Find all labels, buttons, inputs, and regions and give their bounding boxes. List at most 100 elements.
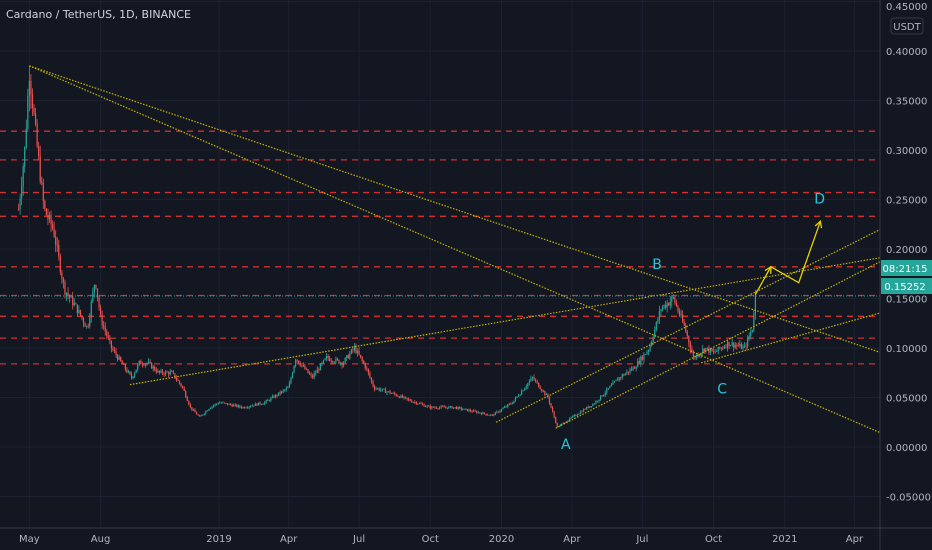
candle-body [626,371,628,374]
candle [383,388,385,390]
candle [84,322,86,327]
candle-body [753,314,755,330]
candle [291,371,294,379]
candle [143,362,145,367]
candle-body [590,406,592,407]
candle-body [657,319,659,322]
time-tick-label: 2019 [206,534,231,545]
candle [51,220,54,231]
candle-body [134,372,136,377]
candle [98,295,100,311]
candle [542,389,544,393]
candle [22,162,24,196]
candle [202,414,204,416]
candle-body [457,407,459,409]
candle-body [58,244,60,257]
candle-body [584,409,586,411]
candle [130,371,133,380]
candle-body [522,390,524,392]
candle-body [414,402,416,403]
candle-body [496,411,498,413]
candle-body [664,304,667,308]
candle-body [180,383,182,387]
candle-body [239,405,241,407]
candle [415,401,417,405]
candle [310,372,312,379]
candle [655,321,657,332]
candle [304,363,306,370]
candle [719,346,721,350]
candle [434,406,436,409]
candle-body [161,370,164,374]
candle-body [606,388,608,393]
candle [482,411,484,415]
candle [195,411,198,415]
candle-body [217,403,219,405]
candle-body [253,405,255,407]
candle-body [344,357,346,363]
candle-body [260,404,263,405]
candle [120,356,122,362]
candle [663,304,665,310]
candle-body [620,377,622,379]
candle [327,354,329,362]
candle [593,402,595,405]
candle-body [604,392,606,395]
candle-body [473,410,475,412]
candle-body [104,326,106,332]
candle [474,409,476,412]
candle [295,358,297,368]
candle-body [284,389,286,391]
candle-body [177,379,179,381]
candle [485,413,487,416]
candle-body [84,323,86,327]
candle-body [499,410,501,413]
candle [613,380,616,383]
candle-body [55,236,57,245]
candle [539,384,541,390]
currency-badge [890,17,924,35]
candle [239,404,241,409]
candle [296,359,298,364]
candle [491,413,493,417]
candle [141,361,143,368]
candle-body [256,403,258,406]
candle-body [448,406,450,409]
candle-body [336,358,339,360]
candle [339,361,342,366]
candle [448,405,450,409]
candle [381,388,383,392]
candle-body [513,400,515,404]
candle [682,310,684,324]
candle-body [437,408,439,410]
candle-body [81,315,83,319]
candle-body [638,361,640,364]
candle-body [465,408,467,410]
candle [403,395,405,400]
candle-body [654,329,656,338]
last-price-badge [881,278,932,295]
candle-body [254,403,256,406]
candle [473,409,475,412]
candle-body [259,402,261,405]
candle-body [438,407,441,409]
candle [637,358,639,368]
candle-body [610,384,613,387]
candle-body [392,392,394,394]
candle-body [643,354,645,360]
candle-body [415,402,417,404]
candle [603,394,605,397]
candle-body [352,349,354,351]
candle [620,376,622,381]
candle-body [164,371,167,375]
candle-body [295,359,297,366]
candle-body [417,403,419,405]
candle [234,403,236,407]
candle [197,413,199,416]
candle [137,363,139,372]
candle [677,304,679,314]
candle [654,326,656,339]
candle [674,296,676,305]
candle [688,335,690,347]
